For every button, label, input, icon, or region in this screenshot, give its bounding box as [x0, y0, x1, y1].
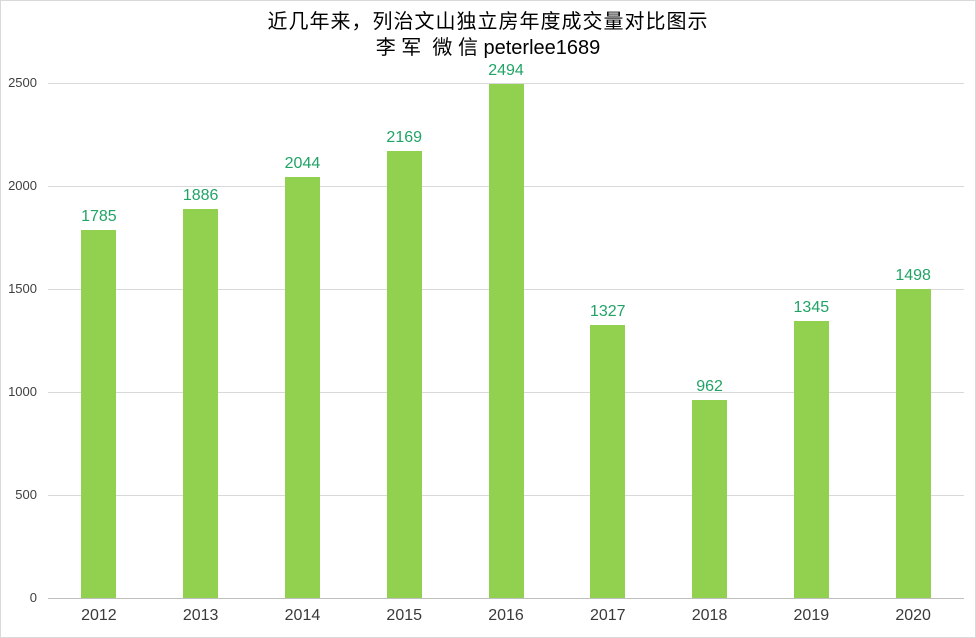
bar-2020: [895, 289, 931, 598]
value-label-2020: 1498: [895, 267, 931, 284]
value-label-2013: 1886: [182, 187, 219, 204]
value-label-2019: 1345: [793, 299, 830, 316]
x-tick-label-2015: 2015: [386, 607, 423, 624]
gridline-2500: [48, 83, 964, 84]
x-tick-label-2019: 2019: [793, 607, 830, 624]
value-label-2014: 2044: [284, 155, 321, 172]
x-axis-labels: 2012 2013 2014 2015 2016 2017 2018 2019 2020: [48, 606, 964, 630]
value-label-2015: 2169: [386, 129, 423, 146]
y-tick-label-1000: 1000: [8, 384, 37, 399]
bar-2019: [793, 321, 829, 598]
y-tick-label-500: 500: [15, 487, 37, 502]
y-axis-labels: 0 500 1000 1500 2000 2500: [1, 1, 41, 637]
y-tick-label-2500: 2500: [8, 75, 37, 90]
x-axis-line: [48, 598, 964, 599]
value-label-2018: 962: [696, 378, 723, 395]
chart-title: 近几年来，列治文山独立房年度成交量对比图示: [267, 11, 709, 33]
value-label-2012: 1785: [81, 208, 117, 225]
value-label-2016: 2494: [488, 62, 524, 79]
bar-2018: [692, 400, 728, 598]
x-tick-label-2017: 2017: [589, 607, 626, 624]
x-tick-label-2018: 2018: [691, 607, 728, 624]
x-tick-label-2014: 2014: [284, 607, 321, 624]
x-tick-label-2020: 2020: [895, 607, 931, 624]
x-tick-label-2013: 2013: [182, 607, 219, 624]
y-tick-label-1500: 1500: [8, 281, 37, 296]
bar-2014: [284, 177, 320, 598]
x-tick-label-2016: 2016: [488, 607, 524, 624]
bar-2015: [386, 151, 422, 598]
chart-subtitle: 李 军 微 信 peterlee1689: [375, 37, 601, 59]
plot-area: 1785 1886 2044 2169 2494 1327 962 1345 1498: [48, 62, 964, 599]
bar-2016: [488, 84, 524, 598]
bar-2017: [590, 325, 626, 598]
x-tick-label-2012: 2012: [81, 607, 117, 624]
value-label-2017: 1327: [589, 303, 626, 320]
bar-2012: [81, 230, 117, 598]
bar-2013: [183, 209, 219, 598]
title-block: 近几年来，列治文山独立房年度成交量对比图示 李 军 微 信 peterlee16…: [1, 9, 975, 61]
y-tick-label-0: 0: [29, 590, 37, 605]
y-tick-label-2000: 2000: [8, 178, 37, 193]
